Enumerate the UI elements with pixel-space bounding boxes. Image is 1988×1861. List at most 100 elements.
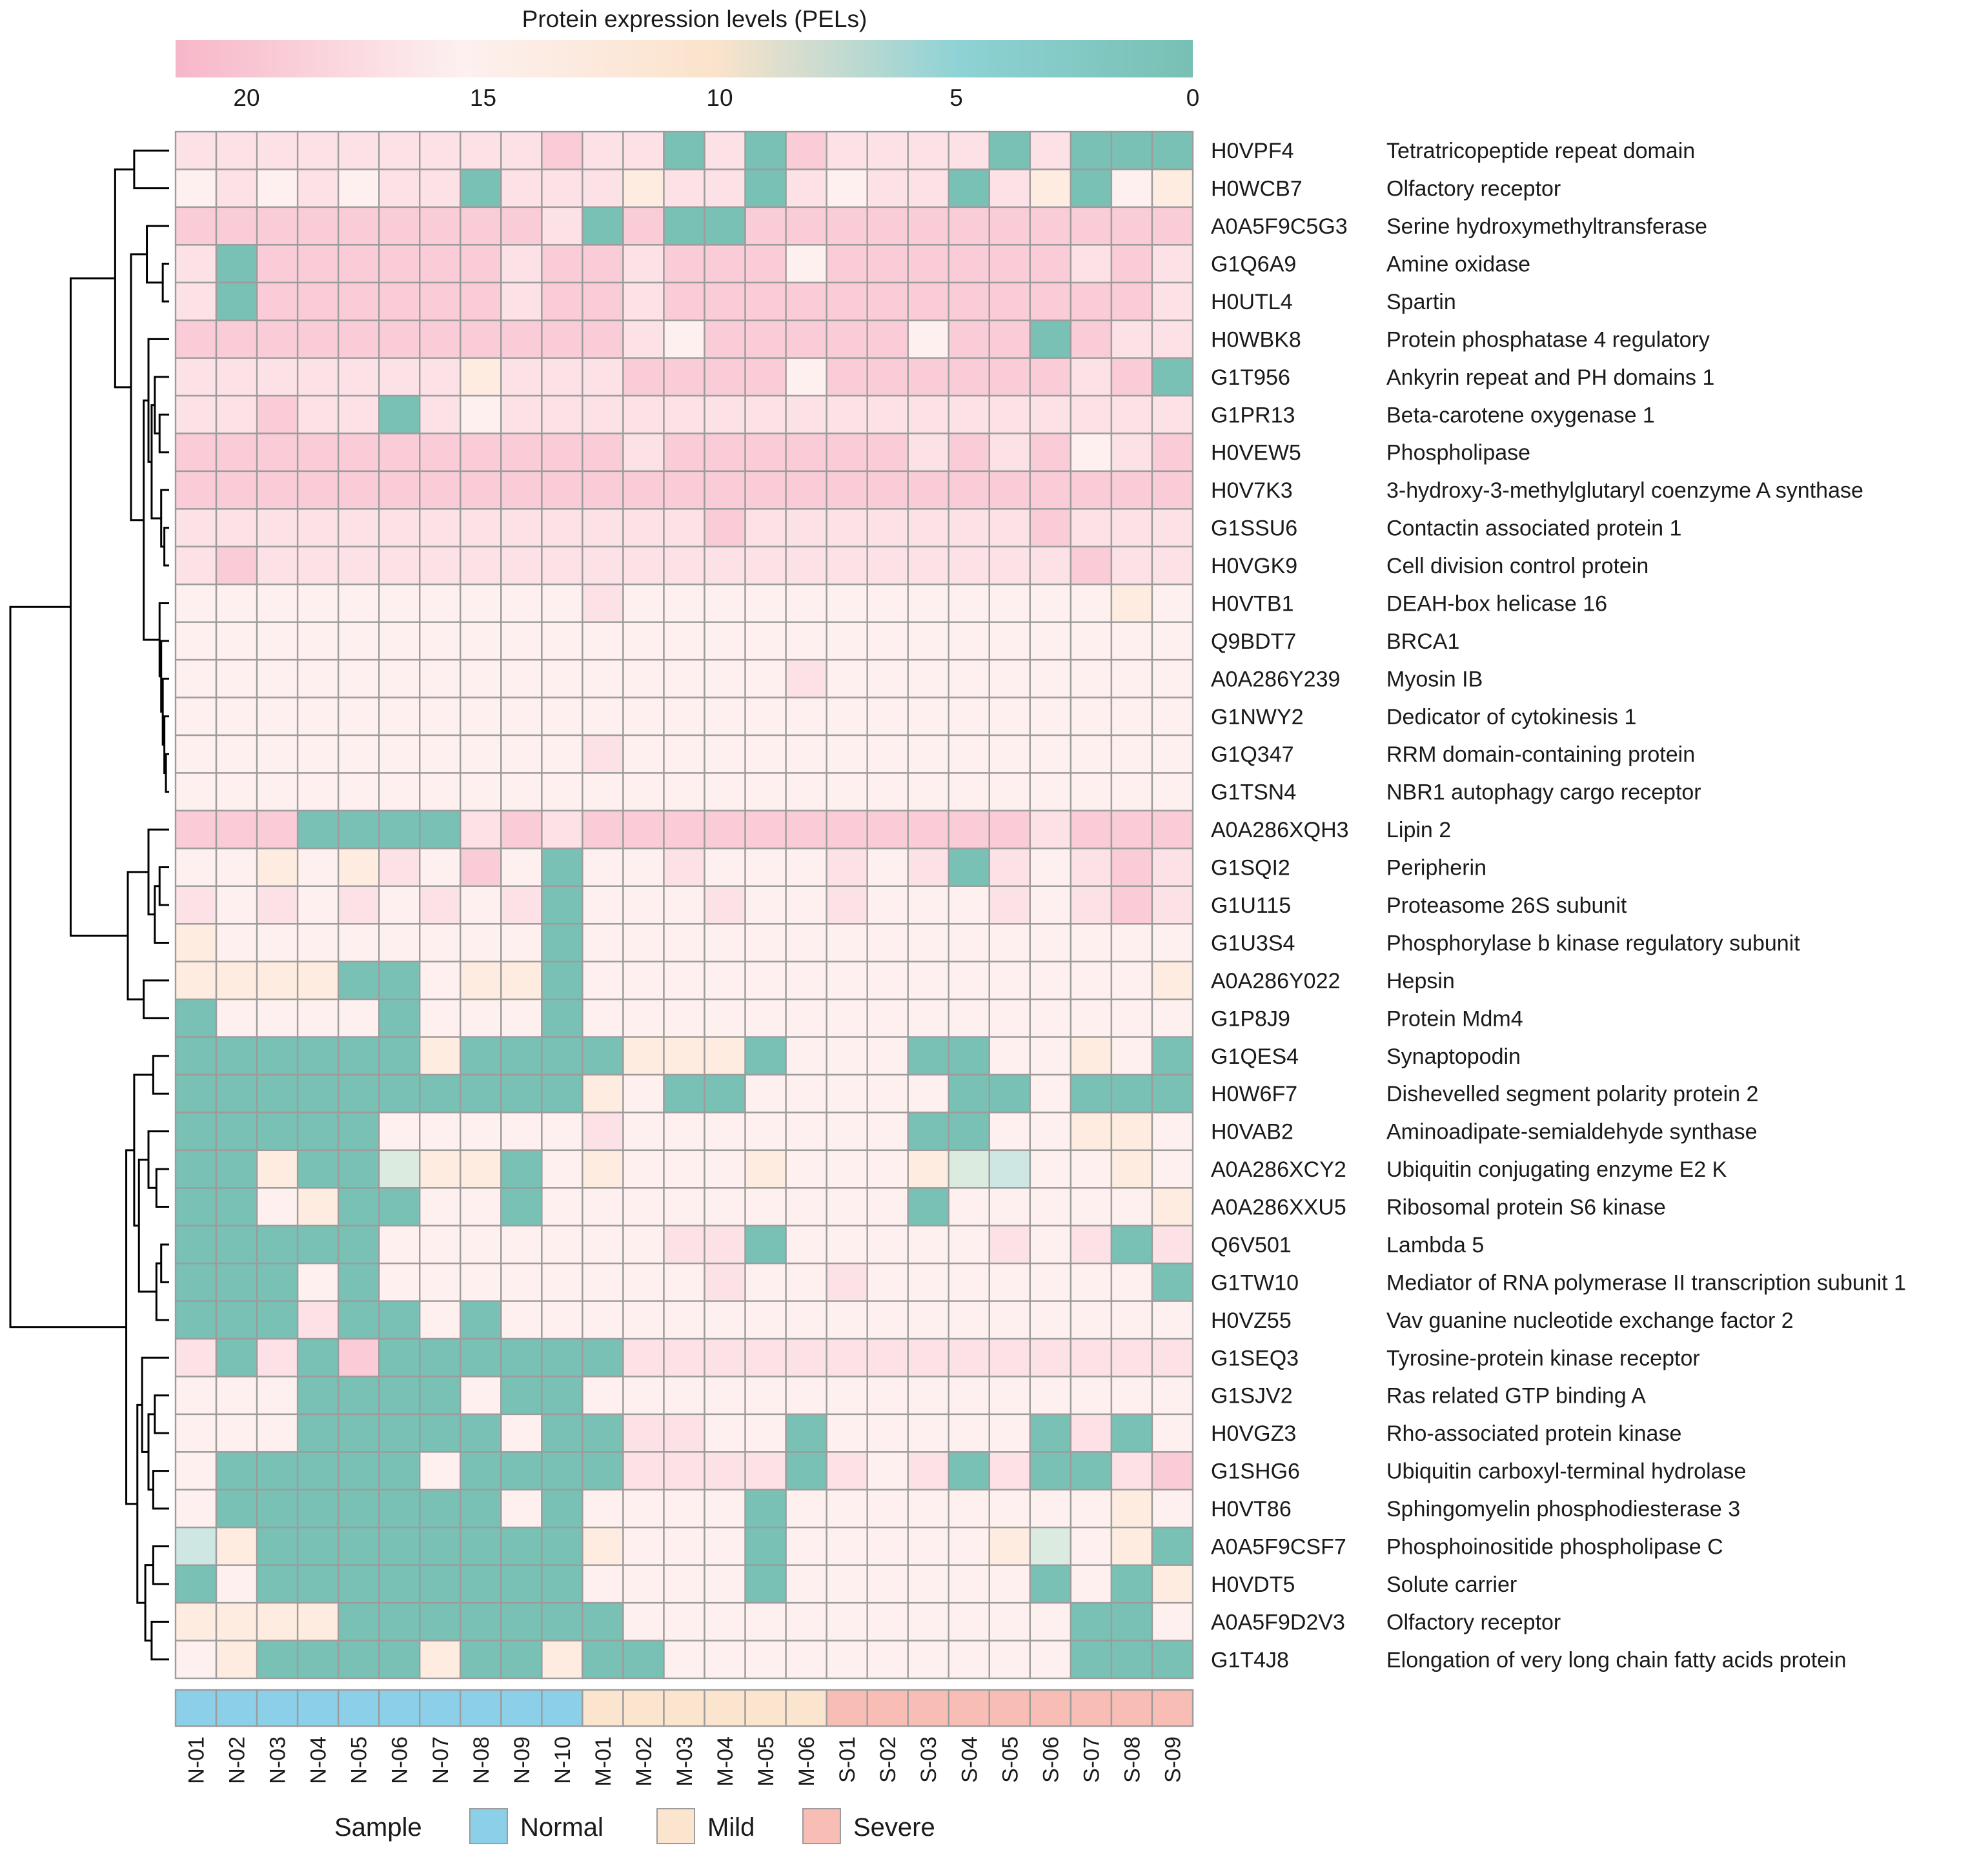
heatmap-cell xyxy=(500,809,543,849)
heatmap-cell xyxy=(541,1262,583,1302)
heatmap-cell xyxy=(622,1640,665,1680)
heatmap-cell xyxy=(1151,206,1194,246)
heatmap-cell xyxy=(704,1413,746,1453)
heatmap-cell xyxy=(174,1225,218,1265)
heatmap-cell xyxy=(1110,130,1153,170)
heatmap-cell xyxy=(1151,545,1194,585)
heatmap-cell xyxy=(541,1337,583,1378)
row-protein-label: Phosphoinositide phospholipase C xyxy=(1386,1534,1723,1559)
group-bar-cell xyxy=(826,1689,868,1727)
heatmap-cell xyxy=(460,734,502,774)
heatmap-cell xyxy=(500,1602,543,1642)
heatmap-cell xyxy=(826,1225,868,1265)
heatmap-cell xyxy=(988,281,1031,321)
heatmap-cell xyxy=(256,320,299,359)
heatmap-cell xyxy=(1029,621,1072,661)
row-protein-label: Phosphorylase b kinase regulatory subuni… xyxy=(1386,931,1800,955)
heatmap-cell xyxy=(1151,470,1194,510)
heatmap-cell xyxy=(174,697,218,737)
heatmap-cell xyxy=(622,1073,665,1114)
heatmap-cell xyxy=(419,470,462,510)
heatmap-cell xyxy=(582,923,624,962)
heatmap-cell xyxy=(378,772,421,812)
row-protein-label: 3-hydroxy-3-methylglutaryl coenzyme A sy… xyxy=(1386,478,1863,503)
heatmap-cell xyxy=(1070,1564,1113,1604)
heatmap-cell xyxy=(704,1602,746,1642)
dendrogram-branch xyxy=(158,413,169,454)
row-id-label: G1SEQ3 xyxy=(1211,1346,1299,1370)
heatmap-cell xyxy=(866,1527,909,1566)
heatmap-cell xyxy=(948,470,991,510)
heatmap-cell xyxy=(907,206,949,246)
heatmap-cell xyxy=(988,923,1031,962)
heatmap-cell xyxy=(1070,244,1113,283)
heatmap-cell xyxy=(907,1376,949,1416)
heatmap-cell xyxy=(337,130,380,170)
heatmap-cell xyxy=(1029,1225,1072,1265)
heatmap-cell xyxy=(826,1036,868,1076)
heatmap-cell xyxy=(582,394,624,434)
heatmap-cell xyxy=(1110,998,1153,1038)
row-id-label: H0VDT5 xyxy=(1211,1572,1295,1597)
heatmap-cell xyxy=(744,1413,787,1453)
heatmap-cell xyxy=(256,1149,299,1189)
heatmap-cell xyxy=(378,1073,421,1114)
heatmap-cell xyxy=(622,130,665,170)
heatmap-cell xyxy=(988,809,1031,849)
heatmap-cell xyxy=(1110,584,1153,623)
heatmap-cell xyxy=(460,584,502,623)
heatmap-cell xyxy=(1070,1149,1113,1189)
heatmap-cell xyxy=(215,1187,258,1226)
heatmap-cell xyxy=(866,1489,909,1529)
heatmap-cell xyxy=(988,848,1031,887)
column-label: N-06 xyxy=(388,1736,412,1784)
heatmap-cell xyxy=(460,809,502,849)
heatmap-cell xyxy=(256,621,299,661)
heatmap-cell xyxy=(378,1187,421,1226)
heatmap-cell xyxy=(704,961,746,1001)
group-bar-cell xyxy=(541,1689,583,1727)
heatmap-cell xyxy=(1029,961,1072,1001)
heatmap-cell xyxy=(337,1149,380,1189)
heatmap-cell xyxy=(337,1564,380,1604)
heatmap-cell xyxy=(500,1413,543,1453)
heatmap-cell xyxy=(988,621,1031,661)
heatmap-cell xyxy=(378,1489,421,1529)
heatmap-cell xyxy=(704,734,746,774)
heatmap-cell xyxy=(1110,1262,1153,1302)
dendrogram-branch xyxy=(150,1620,169,1661)
row-protein-label: Cell division control protein xyxy=(1386,554,1648,578)
heatmap-cell xyxy=(296,206,340,246)
heatmap-cell xyxy=(582,1451,624,1491)
row-protein-label: Lipin 2 xyxy=(1386,818,1451,842)
dendrogram-branch xyxy=(155,1168,169,1208)
heatmap-cell xyxy=(174,130,218,170)
row-protein-label: Ribosomal protein S6 kinase xyxy=(1386,1195,1666,1220)
heatmap-cell xyxy=(866,923,909,962)
heatmap-cell xyxy=(256,1225,299,1265)
heatmap-cell xyxy=(174,357,218,397)
heatmap-cell xyxy=(215,885,258,925)
heatmap-cell xyxy=(378,432,421,473)
heatmap-cell xyxy=(1070,1262,1113,1302)
heatmap-cell xyxy=(785,130,827,170)
heatmap-cell xyxy=(866,1036,909,1076)
heatmap-cell xyxy=(256,961,299,1001)
heatmap-cell xyxy=(1070,1640,1113,1680)
heatmap-cell xyxy=(582,168,624,208)
row-protein-label: Dedicator of cytokinesis 1 xyxy=(1386,705,1636,729)
heatmap-cell xyxy=(500,432,543,473)
row-id-label: G1U115 xyxy=(1211,893,1291,918)
heatmap-cell xyxy=(215,1602,258,1642)
heatmap-cell xyxy=(256,394,299,434)
heatmap-cell xyxy=(215,168,258,208)
heatmap-cell xyxy=(785,1376,827,1416)
heatmap-cell xyxy=(988,1602,1031,1642)
heatmap-cell xyxy=(948,432,991,473)
heatmap-cell xyxy=(622,1413,665,1453)
heatmap-cell xyxy=(988,432,1031,473)
dendrogram-branch xyxy=(152,1545,169,1585)
heatmap-cell xyxy=(256,1073,299,1114)
heatmap-cell xyxy=(582,1300,624,1340)
heatmap-cell xyxy=(988,734,1031,774)
